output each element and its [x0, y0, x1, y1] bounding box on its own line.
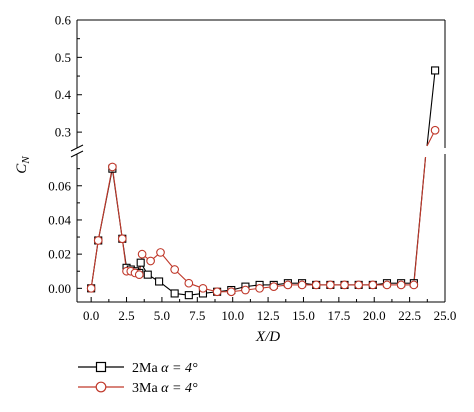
data-point-3ma [198, 283, 208, 293]
svg-text:3Ma α = 4°: 3Ma α = 4° [132, 381, 198, 396]
y-tick-label-upper: 0.5 [55, 50, 71, 65]
legend-entry-2ma: 2Ma α = 4° [78, 361, 198, 376]
data-point-2ma [431, 66, 440, 75]
y-tick-label-upper: 0.4 [55, 87, 72, 102]
data-point-3ma [86, 283, 96, 293]
x-tick-label: 17.5 [327, 308, 350, 323]
data-point-3ma [184, 278, 194, 288]
x-tick-label: 7.5 [189, 308, 205, 323]
data-point-2ma [155, 277, 164, 286]
x-tick-label: 12.5 [257, 308, 280, 323]
data-point-3ma [117, 234, 127, 244]
data-point-2ma [143, 270, 152, 279]
x-tick-label: 22.5 [398, 308, 421, 323]
data-point-3ma [93, 236, 103, 245]
series-line-2ma [426, 70, 436, 147]
x-tick-label: 25.0 [434, 308, 457, 323]
axis-break-mark [70, 150, 84, 158]
y-tick-label-upper: 0.6 [55, 13, 72, 28]
axes-frame [70, 19, 446, 303]
data-point-2ma [136, 258, 145, 267]
data-point-3ma [326, 280, 335, 290]
y-tick-label-lower: 0.02 [48, 247, 71, 262]
x-tick-label: 5.0 [154, 308, 170, 323]
data-point-3ma [283, 280, 293, 290]
legend-marker-3ma [95, 381, 107, 393]
data-point-3ma [409, 280, 419, 290]
data-point-2ma [184, 291, 193, 300]
series-line-3ma [97, 166, 113, 241]
series-line-3ma [111, 166, 123, 239]
x-tick-label: 10.0 [221, 308, 244, 323]
data-point-3ma [340, 280, 349, 290]
data-point-3ma [430, 125, 440, 135]
y-tick-label-lower: 0.04 [48, 212, 71, 227]
y-tick-label-lower: 0.06 [48, 178, 71, 193]
legend-marker-2ma [95, 361, 107, 373]
y-axis-label: CN [14, 156, 32, 174]
data-point-3ma [226, 287, 236, 297]
data-point-3ma [108, 162, 117, 172]
data-point-3ma [137, 249, 147, 259]
data-point-3ma [269, 282, 279, 291]
data-point-3ma [311, 280, 321, 290]
data-point-3ma [241, 285, 250, 295]
data-point-3ma [354, 280, 364, 290]
series-line-3ma [413, 156, 427, 285]
axis-ticks: 0.0 2.5 5.0 7.5 10.0 12.5 15.0 17.5 20.0 22.5 25.0… [48, 13, 456, 324]
series-line-3ma [90, 240, 99, 289]
data-point-3ma [255, 283, 264, 293]
data-point-3ma [212, 287, 222, 297]
x-tick-label: 15.0 [292, 308, 315, 323]
data-point-3ma [156, 248, 165, 257]
x-tick-label: 2.5 [118, 308, 134, 323]
axis-break-mark [70, 144, 84, 152]
series-markers [86, 66, 440, 300]
legend-alpha-2ma: α = 4° [161, 361, 198, 376]
data-point-2ma [170, 289, 179, 298]
data-point-3ma [170, 265, 180, 274]
legend-label-3ma: 3Ma [132, 381, 158, 396]
x-axis-label: X/D [255, 329, 280, 345]
legend-label-2ma: 2Ma [132, 361, 158, 376]
x-tick-label: 0.0 [83, 308, 99, 323]
x-tick-label: 20.0 [363, 308, 386, 323]
svg-text:2Ma α = 4°: 2Ma α = 4° [132, 361, 198, 376]
y-tick-label-upper: 0.3 [55, 125, 71, 140]
data-point-3ma [368, 280, 378, 290]
legend-entry-3ma: 3Ma α = 4° [78, 381, 198, 396]
data-point-3ma [396, 280, 406, 290]
data-point-3ma [382, 280, 392, 290]
y-tick-label-lower: 0.00 [48, 281, 71, 296]
data-point-3ma [146, 256, 155, 266]
data-point-3ma [134, 270, 144, 280]
legend-alpha-3ma: α = 4° [161, 381, 198, 396]
data-point-3ma [297, 280, 307, 290]
legend: 2Ma α = 4° 3Ma α = 4° [78, 361, 198, 396]
